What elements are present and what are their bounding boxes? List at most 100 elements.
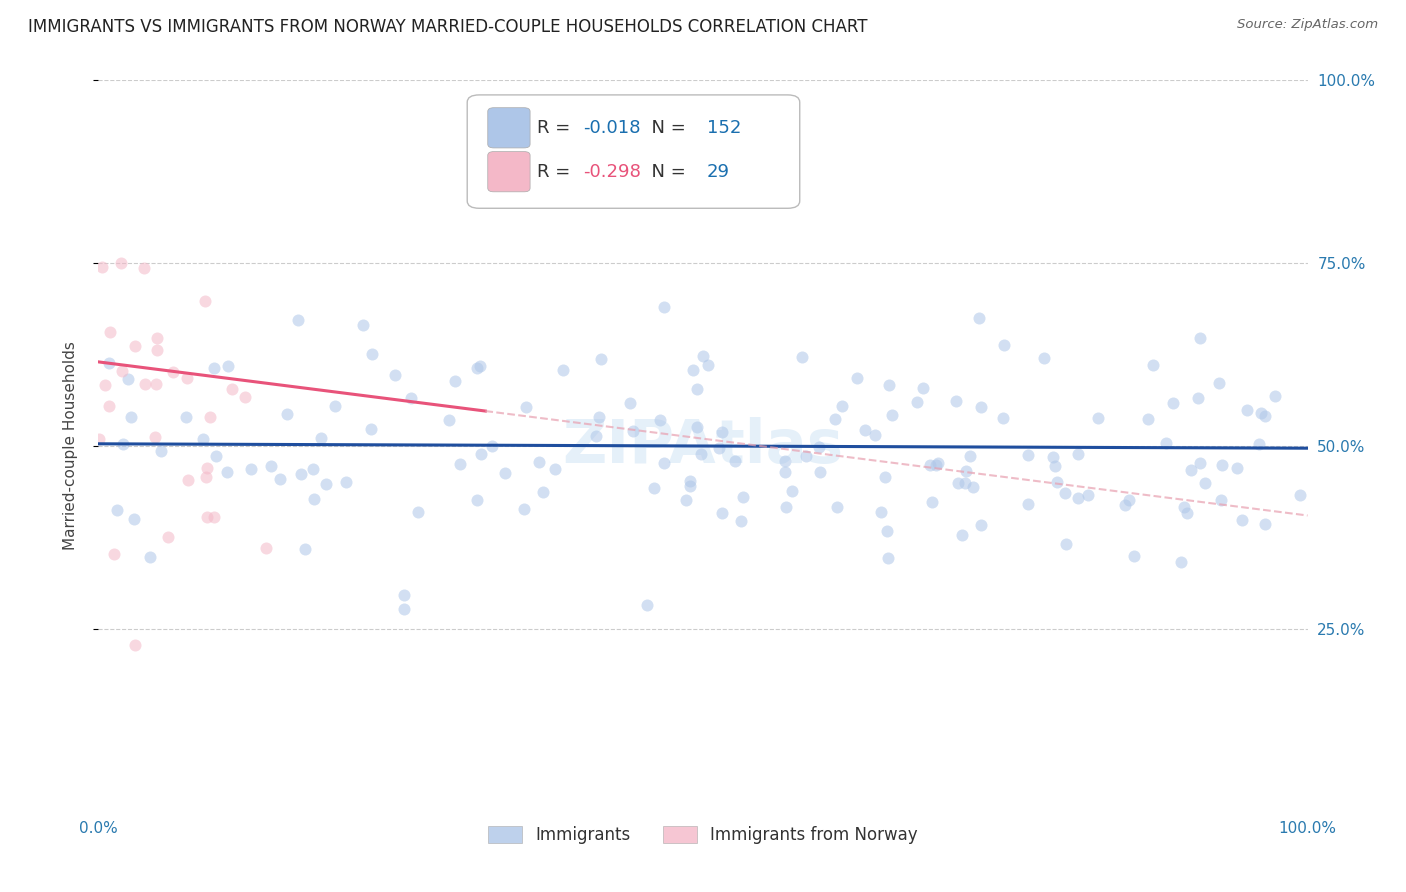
Point	[967, 311, 990, 326]
Point	[831, 400, 853, 414]
Point	[853, 423, 876, 437]
Text: R =: R =	[537, 162, 576, 181]
Point	[1173, 500, 1195, 515]
Point	[87, 433, 110, 447]
Point	[544, 461, 567, 475]
Point	[194, 470, 217, 484]
Point	[621, 424, 644, 438]
Text: -0.018: -0.018	[583, 119, 641, 136]
Point	[98, 399, 121, 413]
Point	[711, 506, 734, 520]
Point	[97, 356, 120, 370]
Text: N =: N =	[640, 162, 692, 181]
Text: Source: ZipAtlas.com: Source: ZipAtlas.com	[1237, 18, 1378, 31]
Point	[91, 260, 114, 274]
FancyBboxPatch shape	[467, 95, 800, 209]
Point	[174, 410, 197, 425]
Point	[315, 477, 337, 491]
Point	[323, 399, 346, 413]
Point	[468, 359, 491, 374]
Point	[527, 455, 550, 469]
Point	[1017, 497, 1039, 511]
Point	[875, 470, 897, 484]
Point	[150, 444, 173, 458]
Point	[636, 598, 658, 612]
Point	[1180, 463, 1202, 477]
Y-axis label: Married-couple Households: Married-couple Households	[63, 342, 77, 550]
Point	[970, 401, 993, 415]
Point	[1046, 475, 1069, 490]
Point	[790, 350, 813, 364]
Point	[876, 524, 898, 539]
Point	[918, 458, 941, 472]
Point	[392, 588, 415, 602]
Point	[882, 409, 904, 423]
Point	[112, 437, 135, 451]
Point	[925, 458, 948, 472]
Point	[294, 541, 316, 556]
Point	[1077, 488, 1099, 502]
Point	[301, 462, 323, 476]
Point	[117, 372, 139, 386]
Point	[105, 503, 128, 517]
Point	[845, 370, 868, 384]
Point	[120, 410, 142, 425]
Point	[692, 349, 714, 363]
Point	[993, 338, 1015, 352]
Point	[132, 260, 155, 275]
Point	[1211, 458, 1233, 472]
Point	[217, 465, 239, 479]
Point	[686, 382, 709, 396]
Point	[139, 550, 162, 565]
Point	[733, 490, 755, 504]
Point	[143, 430, 166, 444]
Point	[217, 359, 239, 373]
Point	[711, 425, 734, 440]
Point	[94, 377, 117, 392]
Point	[825, 500, 848, 514]
Point	[775, 500, 797, 514]
Point	[807, 440, 830, 454]
Text: IMMIGRANTS VS IMMIGRANTS FROM NORWAY MARRIED-COUPLE HOUSEHOLDS CORRELATION CHART: IMMIGRANTS VS IMMIGRANTS FROM NORWAY MAR…	[28, 18, 868, 36]
FancyBboxPatch shape	[488, 108, 530, 148]
Point	[124, 339, 146, 353]
Point	[1187, 391, 1209, 405]
Point	[1254, 409, 1277, 424]
Point	[1017, 449, 1039, 463]
Point	[260, 459, 283, 474]
Point	[1136, 412, 1159, 426]
Point	[361, 347, 384, 361]
Point	[730, 515, 752, 529]
Point	[233, 391, 256, 405]
Point	[287, 312, 309, 326]
Point	[679, 474, 702, 488]
Point	[1226, 461, 1249, 475]
Point	[1043, 458, 1066, 473]
Point	[202, 509, 225, 524]
Point	[824, 412, 846, 426]
Point	[162, 365, 184, 379]
Point	[103, 547, 125, 561]
Point	[585, 428, 607, 442]
Point	[780, 484, 803, 499]
Text: 152: 152	[707, 119, 741, 136]
Point	[110, 256, 132, 270]
Point	[773, 454, 796, 468]
Point	[1118, 492, 1140, 507]
Point	[643, 481, 665, 495]
Point	[465, 493, 488, 508]
Point	[962, 480, 984, 494]
Point	[146, 343, 169, 358]
Point	[399, 392, 422, 406]
Point	[959, 449, 981, 463]
Text: ZIPAtlas: ZIPAtlas	[562, 417, 844, 475]
Point	[927, 456, 949, 470]
Point	[176, 474, 198, 488]
Point	[707, 441, 730, 455]
Point	[254, 541, 277, 555]
Point	[531, 485, 554, 500]
Point	[195, 460, 218, 475]
Point	[682, 363, 704, 377]
Point	[309, 431, 332, 445]
Point	[589, 351, 612, 366]
